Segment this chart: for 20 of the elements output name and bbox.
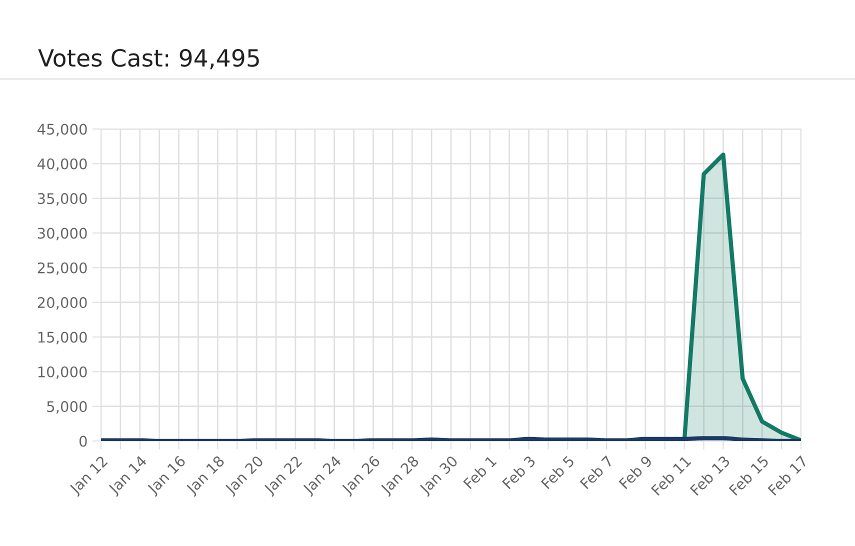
x-tick-label: Jan 12: [68, 455, 110, 497]
y-tick-label: 0: [79, 436, 87, 447]
y-tick-label: 25,000: [38, 262, 87, 275]
x-tick-label: Feb 1: [462, 455, 497, 490]
y-tick-label: 20,000: [38, 297, 87, 310]
y-tick-label: 5,000: [47, 401, 87, 414]
x-tick-label: Feb 13: [690, 455, 730, 496]
x-tick-label: Feb 3: [502, 455, 536, 490]
chart-title: Votes Cast: 94,495: [38, 48, 259, 70]
x-tick-label: Feb 7: [579, 455, 614, 490]
y-tick-label: 40,000: [37, 158, 87, 171]
y-tick-label: 10,000: [38, 366, 87, 379]
x-tick-label: Jan 14: [107, 455, 150, 497]
y-tick-label: 45,000: [37, 124, 87, 136]
x-tick-label: Feb 5: [540, 455, 575, 490]
y-tick-label: 30,000: [38, 228, 87, 240]
x-tick-label: Feb 17: [767, 455, 808, 496]
y-tick-label: 35,000: [38, 193, 87, 206]
y-tick-label: 15,000: [38, 332, 87, 344]
x-tick-label: Feb 11: [650, 455, 692, 496]
